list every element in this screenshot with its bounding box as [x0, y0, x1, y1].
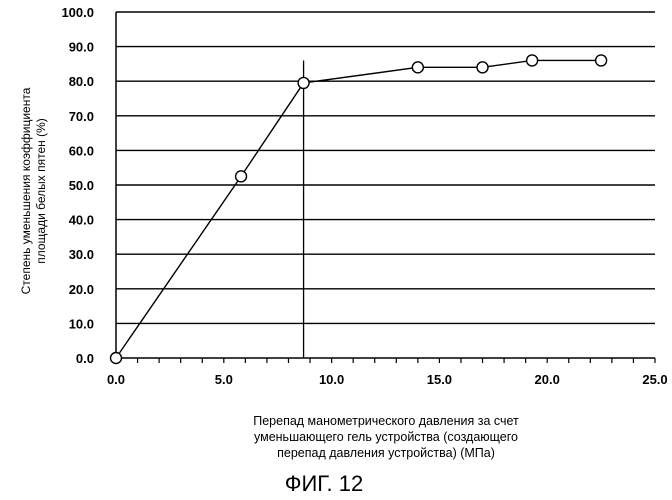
x-axis-label-line: уменьшающего гель устройства (создающего — [254, 430, 518, 444]
series-layer — [111, 55, 607, 364]
x-tick-label: 5.0 — [215, 372, 233, 387]
series-line — [116, 60, 601, 358]
grid-lines — [116, 47, 655, 324]
data-point — [596, 55, 607, 66]
y-axis-label-line: Степень уменьшения коэффициента — [19, 87, 33, 294]
y-tick-label: 40.0 — [69, 213, 94, 228]
x-tick-label: 0.0 — [107, 372, 125, 387]
y-tick-label: 90.0 — [69, 40, 94, 55]
axis-ticks: 0.0 10.0 20.0 30.0 40.0 50.0 60.0 70.0 80.0 90.0 1… — [61, 5, 667, 387]
y-axis-label: Степень уменьшения коэффициентаплощади б… — [19, 87, 48, 294]
data-point — [111, 353, 122, 364]
x-tick-label: 25.0 — [642, 372, 667, 387]
y-tick-label: 50.0 — [69, 178, 94, 193]
y-tick-label: 100.0 — [61, 5, 94, 20]
y-tick-label: 70.0 — [69, 109, 94, 124]
data-point — [477, 62, 488, 73]
x-tick-label: 10.0 — [319, 372, 344, 387]
y-tick-label: 60.0 — [69, 143, 94, 158]
y-tick-label: 0.0 — [76, 351, 94, 366]
x-axis-label-line: перепад давления устройства) (МПа) — [277, 446, 495, 460]
y-tick-label: 30.0 — [69, 247, 94, 262]
x-axis-label: Перепад манометрического давления за сче… — [253, 414, 519, 460]
data-point — [298, 77, 309, 88]
y-tick-label: 20.0 — [69, 282, 94, 297]
data-point — [412, 62, 423, 73]
x-tick-label: 15.0 — [427, 372, 452, 387]
data-point — [236, 171, 247, 182]
data-point — [527, 55, 538, 66]
figure-caption: ФИГ. 12 — [285, 471, 363, 496]
x-tick-label: 20.0 — [535, 372, 560, 387]
y-tick-label: 10.0 — [69, 316, 94, 331]
y-tick-label: 80.0 — [69, 74, 94, 89]
y-axis-label-line: площади белых пятен (%) — [34, 118, 48, 264]
x-axis-label-line: Перепад манометрического давления за сче… — [253, 414, 519, 428]
